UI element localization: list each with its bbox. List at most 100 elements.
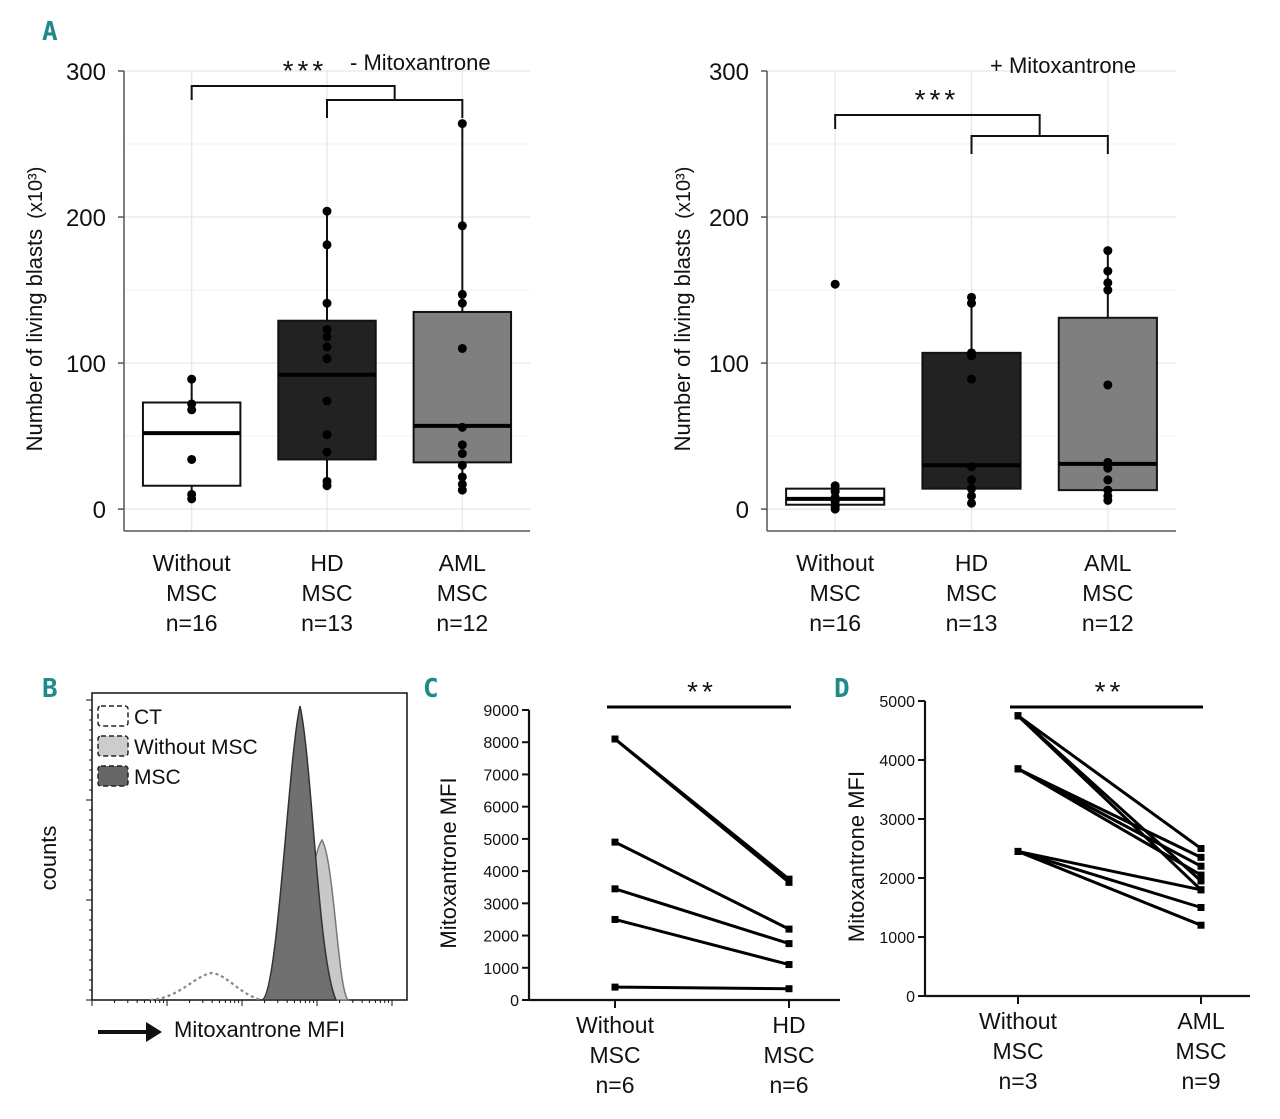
histogram-ticks <box>86 699 393 1006</box>
x-tick-label: Without <box>979 1008 1058 1034</box>
y-axis-label: Mitoxantrone MFI <box>436 777 461 948</box>
data-point <box>967 498 976 508</box>
data-point <box>457 119 467 129</box>
y-axis-unit: (x10³) <box>25 167 47 219</box>
y-tick-label: 300 <box>66 59 106 86</box>
y-tick-label: 3000 <box>483 896 519 913</box>
y-tick-label: 2000 <box>879 871 915 888</box>
data-point <box>322 447 332 457</box>
x-tick-label: HD <box>772 1012 805 1038</box>
significance-bracket-outer <box>190 85 396 100</box>
y-tick-label: 300 <box>709 59 749 86</box>
data-point <box>1103 380 1113 390</box>
pair-point-start <box>611 735 619 743</box>
legend-label-ct: CT <box>134 706 162 729</box>
x-tick-label: HD <box>310 550 343 576</box>
pair-point-end <box>1197 871 1205 879</box>
legend-swatch-without-msc <box>97 735 129 757</box>
x-tick-label: MSC <box>763 1042 814 1068</box>
data-point <box>967 475 976 485</box>
pair-point-end <box>785 940 793 948</box>
panel-label-a: A <box>42 17 58 47</box>
line-plot-aml-msc: 0 1000 2000 3000 4000 5000 Mitoxantrone MFI Wit… <box>844 676 1250 1094</box>
data-point <box>322 324 332 334</box>
data-point <box>1103 278 1113 288</box>
histogram-x-arrow-head <box>146 1022 162 1042</box>
x-tick-label: Without <box>796 550 875 576</box>
pair-point-end <box>785 985 793 993</box>
x-tick-label: MSC <box>301 580 352 606</box>
x-tick-label: n=13 <box>301 610 353 636</box>
y-tick-label: 0 <box>736 497 749 524</box>
histogram-msc-curve <box>261 705 338 1001</box>
pair-line <box>614 840 790 931</box>
line-plot-hd-msc: 0 1000 2000 3000 4000 5000 6000 7000 8000 9000 Mit… <box>436 676 840 1098</box>
data-point <box>967 292 976 302</box>
x-tick-label: MSC <box>946 580 997 606</box>
data-point <box>457 440 467 450</box>
y-tick-label: 1000 <box>483 961 519 978</box>
significance-bracket-inner <box>326 99 464 118</box>
histogram-frame <box>91 692 408 1001</box>
significance-stars: ** <box>1095 676 1125 707</box>
data-point <box>322 396 332 406</box>
legend-label-msc: MSC <box>134 766 181 789</box>
significance-stars: *** <box>915 84 960 115</box>
y-axis-label-text: Number of living blasts <box>22 229 47 452</box>
data-point <box>830 279 840 289</box>
pair-point-start <box>611 983 619 991</box>
data-point <box>187 489 197 499</box>
x-tick-label: MSC <box>589 1042 640 1068</box>
x-tick-label: HD <box>955 550 988 576</box>
x-tick-label: n=9 <box>1181 1068 1220 1094</box>
data-point <box>457 472 467 482</box>
y-tick-label: 5000 <box>879 694 915 711</box>
y-tick-label: 4000 <box>879 753 915 770</box>
y-tick-label: 100 <box>709 351 749 378</box>
significance-bracket-inner <box>970 135 1109 154</box>
data-point <box>457 449 467 459</box>
pair-point-end <box>1197 886 1205 894</box>
pair-line <box>1017 714 1202 850</box>
data-point <box>322 332 332 342</box>
x-tick-label: MSC <box>166 580 217 606</box>
x-tick-label: MSC <box>437 580 488 606</box>
pair-line <box>1017 767 1202 877</box>
pair-point-start <box>1014 847 1022 855</box>
pair-point-end <box>1197 853 1205 861</box>
y-tick-label: 7000 <box>483 767 519 784</box>
y-tick-label: 9000 <box>483 703 519 720</box>
y-axis-label: Mitoxantrone MFI <box>844 771 869 942</box>
pair-line <box>1016 714 1203 883</box>
data-point <box>967 491 976 501</box>
x-tick-label: MSC <box>810 580 861 606</box>
data-point <box>187 374 197 384</box>
data-point <box>457 343 467 353</box>
histogram-ct-curve <box>149 971 263 1002</box>
data-point <box>322 240 332 250</box>
data-point <box>187 454 197 464</box>
pair-point-start <box>611 885 619 893</box>
x-tick-label: n=13 <box>946 610 998 636</box>
pair-point-end <box>785 925 793 933</box>
data-point <box>322 476 332 486</box>
panel-label-c: C <box>423 674 439 704</box>
data-point <box>1103 285 1113 295</box>
y-tick-label: 3000 <box>879 812 915 829</box>
data-point <box>1103 266 1113 276</box>
significance-stars: ** <box>687 676 717 707</box>
y-tick-label: 2000 <box>483 929 519 946</box>
data-point <box>1103 457 1113 467</box>
x-tick-label: AML <box>1177 1008 1225 1034</box>
y-tick-label: 100 <box>66 351 106 378</box>
data-point <box>967 348 976 358</box>
x-tick-label: MSC <box>1082 580 1133 606</box>
box <box>412 310 513 464</box>
significance-bracket-outer <box>834 114 1041 136</box>
y-axis-label-text: Number of living blasts <box>670 229 695 452</box>
y-tick-label: 0 <box>906 989 915 1006</box>
y-tick-label: 200 <box>66 205 106 232</box>
x-tick-label: n=6 <box>595 1072 634 1098</box>
legend-swatch-msc <box>97 765 129 787</box>
pair-point-start <box>611 915 619 923</box>
